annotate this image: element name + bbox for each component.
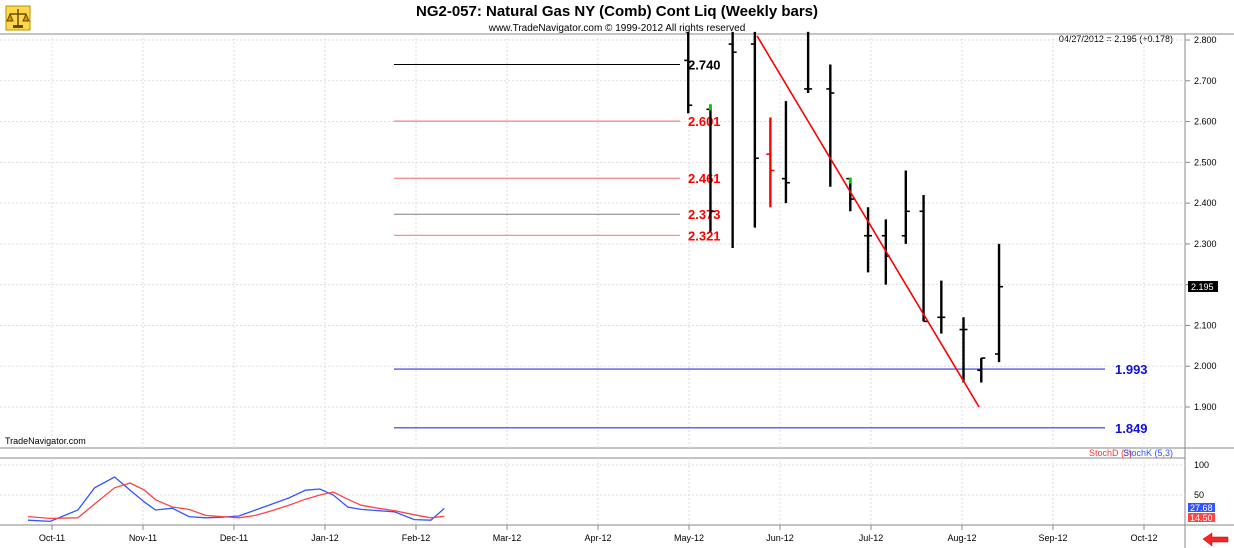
y-tick-label: 2.700	[1194, 76, 1217, 86]
trendline-group	[756, 35, 980, 408]
stoch-series-line	[27, 482, 445, 520]
x-tick-label: Jul-12	[859, 533, 884, 543]
time-axis: Oct-11 Nov-11 Dec-11 Jan-12 Feb-12 Mar-12 Apr-…	[39, 525, 1158, 543]
level-label: 2.461	[688, 171, 721, 186]
y-tick-label: 2.300	[1194, 239, 1217, 249]
x-tick-label: Jan-12	[311, 533, 339, 543]
x-tick-label: Apr-12	[584, 533, 611, 543]
current-price-label: 2.195	[1191, 282, 1214, 292]
level-label: 2.601	[688, 114, 721, 129]
stoch-y-tick-label: 100	[1194, 460, 1209, 470]
x-tick-label: Mar-12	[493, 533, 522, 543]
up-marker	[848, 177, 852, 184]
level-label: 2.373	[688, 207, 721, 222]
watermark: TradeNavigator.com	[5, 436, 86, 446]
level-label: 1.849	[1115, 421, 1148, 436]
up-marker	[708, 104, 712, 111]
y-tick-label: 1.900	[1194, 402, 1217, 412]
copyright-text: www.TradeNavigator.com © 1999-2012 All r…	[488, 23, 746, 34]
current-price-marker: 2.195	[1188, 281, 1218, 292]
horizontal-levels: 2.740 2.601 2.461 2.373 2.321 1.993 1.849	[394, 57, 1148, 436]
level-label: 2.321	[688, 228, 721, 243]
x-tick-label: Oct-12	[1130, 533, 1157, 543]
stochd-last-value: 14.50	[1190, 513, 1213, 523]
legend-stochd: StochD (3)	[1089, 448, 1132, 458]
level-label: 1.993	[1115, 362, 1148, 377]
y-tick-label: 2.100	[1194, 320, 1217, 330]
x-tick-label: Dec-11	[220, 533, 248, 543]
y-tick-label: 2.500	[1194, 157, 1217, 167]
trendline	[756, 35, 980, 408]
last-quote: 04/27/2012 = 2.195 (+0.178)	[1059, 34, 1173, 44]
x-tick-label: May-12	[674, 533, 704, 543]
y-tick-label: 2.400	[1194, 198, 1217, 208]
x-tick-label: Nov-11	[129, 533, 157, 543]
stoch-series-line	[27, 476, 445, 523]
x-tick-label: Jun-12	[766, 533, 794, 543]
y-tick-label: 2.600	[1194, 117, 1217, 127]
level-label: 2.740	[688, 57, 721, 72]
price-panel	[0, 33, 1234, 548]
y-tick-label: 2.800	[1194, 35, 1217, 45]
stoch-legend: StochD (3) StochK (5,3)	[1089, 448, 1173, 458]
scroll-right-arrow-icon[interactable]	[1200, 532, 1230, 547]
stochastic-lines	[27, 476, 445, 523]
x-tick-label: Aug-12	[947, 533, 976, 543]
price-bars	[684, 31, 1004, 383]
x-tick-label: Sep-12	[1038, 533, 1067, 543]
stochk-last-value: 27.68	[1190, 503, 1213, 513]
x-tick-label: Feb-12	[402, 533, 431, 543]
chart-title: NG2-057: Natural Gas NY (Comb) Cont Liq …	[416, 3, 818, 20]
app-logo[interactable]	[5, 5, 31, 31]
stoch-y-tick-label: 50	[1194, 490, 1204, 500]
x-tick-label: Oct-11	[39, 533, 65, 543]
y-tick-label: 2.000	[1194, 361, 1217, 371]
stoch-last-values: 27.68 14.50	[1188, 503, 1215, 523]
legend-stochk: StochK (5,3)	[1123, 448, 1173, 458]
